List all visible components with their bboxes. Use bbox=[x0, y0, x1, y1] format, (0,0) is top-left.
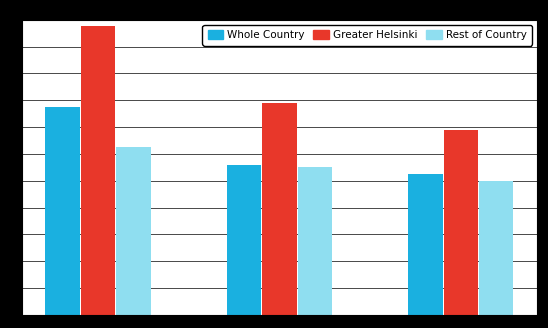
Bar bbox=[408, 174, 443, 315]
Bar bbox=[116, 147, 151, 315]
Bar bbox=[227, 165, 261, 315]
Bar bbox=[81, 26, 115, 315]
Bar bbox=[45, 107, 80, 315]
Legend: Whole Country, Greater Helsinki, Rest of Country: Whole Country, Greater Helsinki, Rest of… bbox=[203, 25, 532, 46]
Bar bbox=[298, 167, 332, 315]
Bar bbox=[479, 181, 513, 315]
Bar bbox=[444, 130, 478, 315]
Bar bbox=[262, 103, 296, 315]
